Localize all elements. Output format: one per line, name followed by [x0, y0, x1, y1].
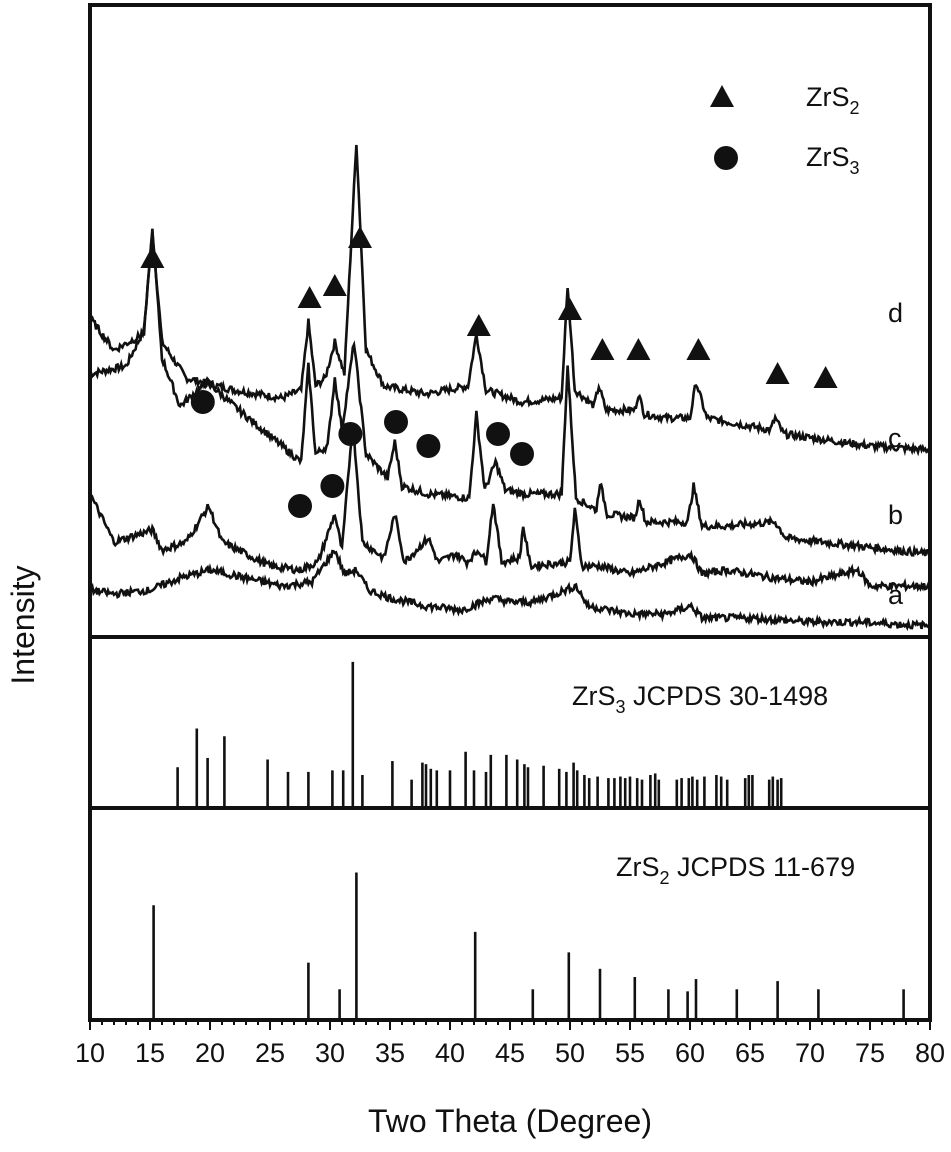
zrs2-triangle-marker [140, 246, 165, 268]
curve-label-c: c [888, 423, 902, 453]
zrs3-circle-marker [486, 422, 510, 446]
peak-markers [140, 226, 838, 518]
xrd-curve-b [88, 424, 932, 593]
x-tick-label: 15 [135, 1038, 165, 1068]
zrs3-reference-lines [176, 661, 783, 806]
x-tick-label: 40 [435, 1038, 465, 1068]
zrs2-triangle-marker [322, 274, 347, 296]
zrs2-triangle-marker [558, 298, 582, 320]
x-tick-label: 80 [915, 1038, 945, 1068]
legend-label-zrs3: ZrS3 [806, 142, 860, 178]
zrs2-reference-lines [152, 872, 905, 1018]
x-tick-label: 75 [855, 1038, 885, 1068]
zrs3-circle-marker [416, 434, 441, 458]
xrd-curve-d [89, 144, 932, 457]
zrs3-circle-marker [510, 442, 534, 466]
zrs2-triangle-marker [466, 314, 491, 336]
zrs2-triangle-marker [686, 338, 711, 360]
x-axis-title: Two Theta (Degree) [368, 1103, 652, 1139]
x-tick-label: 30 [315, 1038, 345, 1068]
x-tick-label: 45 [495, 1038, 525, 1068]
x-tick-label: 70 [795, 1038, 825, 1068]
zrs2-reference-panel-frame [88, 806, 932, 1022]
curve-label-a: a [888, 580, 904, 610]
zrs3-circle-marker [190, 390, 215, 414]
xrd-curves [88, 144, 932, 632]
zrs2-triangle-marker [590, 338, 615, 360]
xrd-curve-c [89, 228, 932, 557]
y-axis-title: Intensity [5, 565, 41, 684]
zrs2-triangle-marker [813, 366, 838, 388]
legend-label-zrs2: ZrS2 [806, 82, 860, 118]
x-tick-label: 50 [555, 1038, 585, 1068]
x-tick-label: 55 [615, 1038, 645, 1068]
zrs3-circle-marker [320, 474, 345, 498]
curve-label-b: b [888, 500, 903, 530]
xrd-curve-a [89, 549, 931, 632]
zrs3-reference-panel-frame [88, 635, 932, 810]
zrs2-reference-title: ZrS2 JCPDS 11-679 [616, 852, 855, 888]
curve-label-d: d [888, 298, 903, 328]
zrs3-circle-marker [288, 494, 312, 518]
x-tick-label: 20 [195, 1038, 225, 1068]
zrs2-triangle-marker [348, 226, 372, 248]
zrs2-triangle-marker [626, 338, 651, 360]
zrs3-circle-marker [384, 410, 408, 434]
legend-triangle-icon [710, 85, 734, 107]
x-axis-ticks: 10 15 20 25 30 35 40 45 50 55 60 65 70 75 80 [75, 1020, 945, 1068]
x-tick-label: 35 [375, 1038, 405, 1068]
legend: ZrS2 ZrS3 [710, 82, 860, 178]
zrs2-triangle-marker [297, 286, 322, 308]
x-tick-label: 65 [735, 1038, 765, 1068]
x-tick-label: 60 [675, 1038, 705, 1068]
x-tick-label: 10 [75, 1038, 105, 1068]
zrs3-reference-title: ZrS3 JCPDS 30-1498 [572, 681, 828, 717]
legend-circle-icon [714, 146, 738, 170]
x-tick-label: 25 [255, 1038, 285, 1068]
zrs2-triangle-marker [765, 362, 790, 384]
zrs3-circle-marker [338, 422, 363, 446]
